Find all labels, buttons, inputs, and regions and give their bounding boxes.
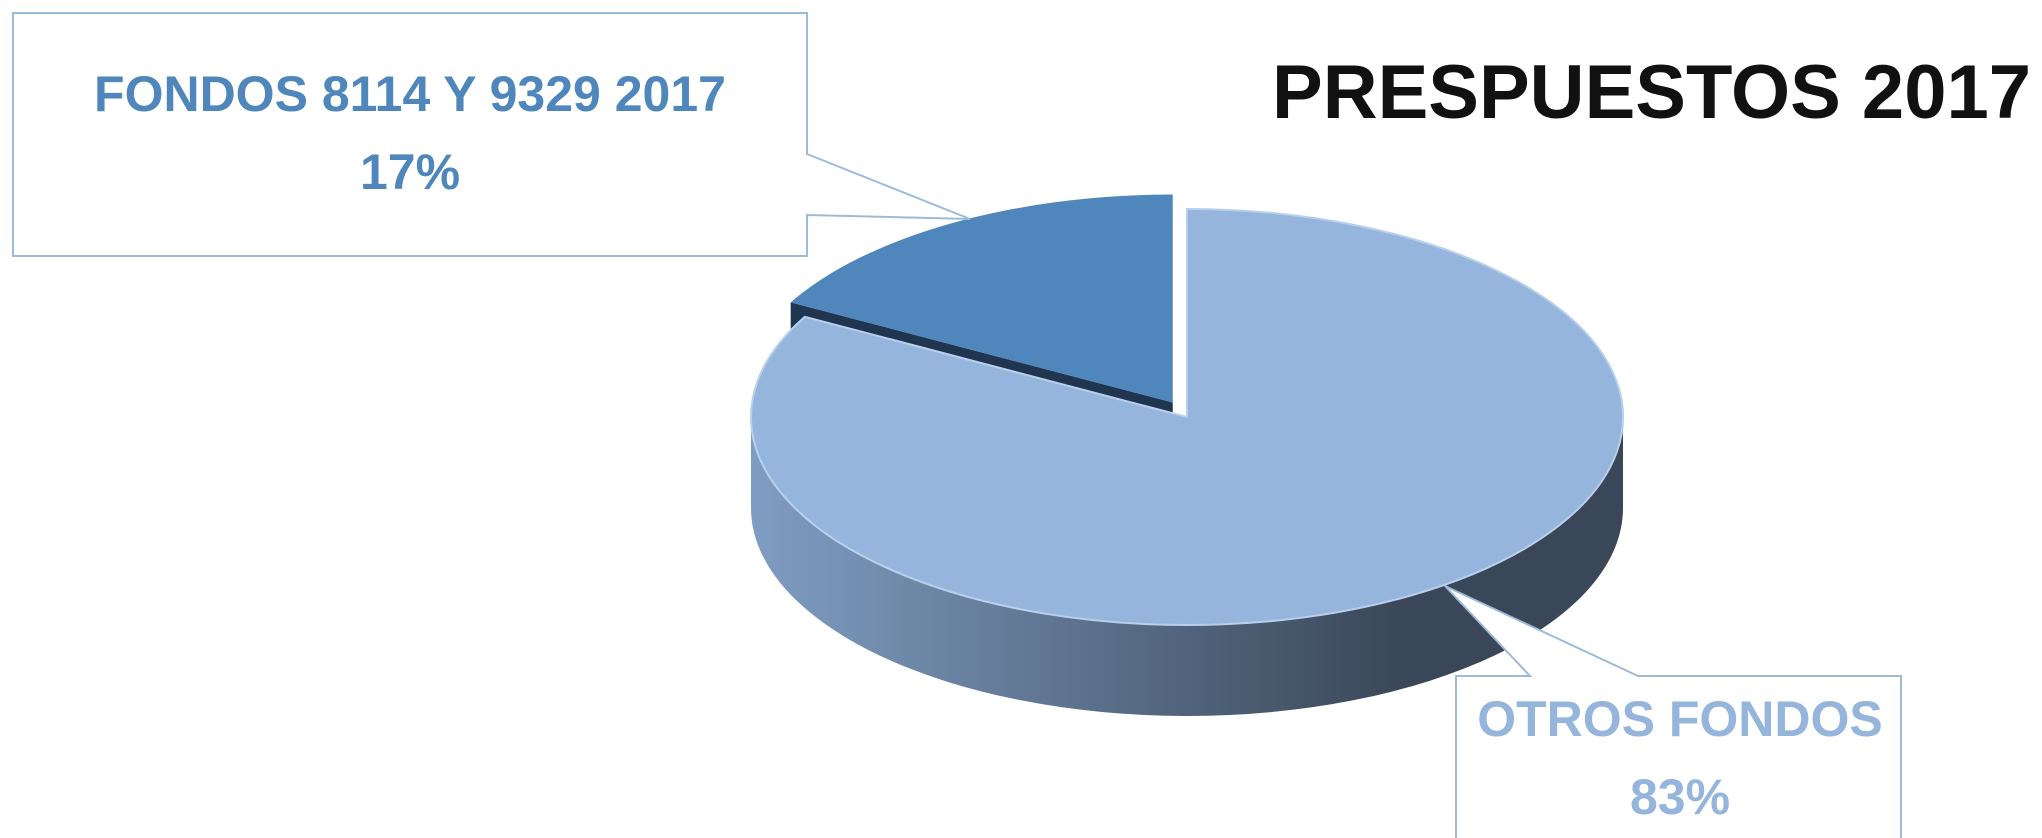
pie-slice xyxy=(790,194,1173,403)
chart-title: PRESPUESTOS 2017 xyxy=(1272,50,2031,135)
pie-side xyxy=(790,302,1173,413)
value-label: 17% xyxy=(360,144,460,200)
slice-label: OTROS FONDOS xyxy=(1477,691,1883,747)
pie-slice xyxy=(750,207,1624,626)
pie xyxy=(750,194,1624,716)
slice-label: FONDOS 8114 Y 9329 2017 xyxy=(94,66,726,122)
label-box xyxy=(12,12,971,257)
label-box xyxy=(1444,585,1902,838)
value-label: 83% xyxy=(1630,769,1730,825)
pie-side xyxy=(751,417,1623,716)
